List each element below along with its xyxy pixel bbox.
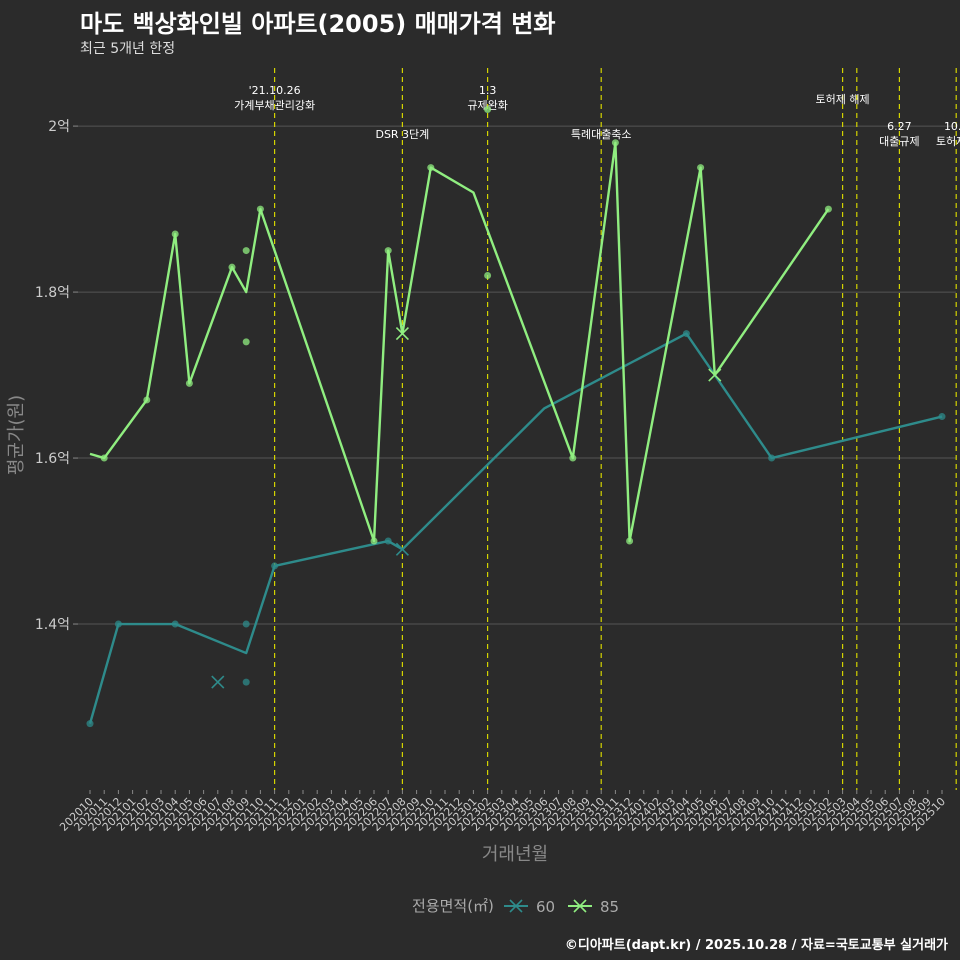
y-axis-title: 평균가(원) <box>6 395 27 475</box>
event-label-6-1: 대출규제 <box>879 135 919 148</box>
series-60-point-1 <box>114 620 122 628</box>
series-85-point-13 <box>569 454 577 462</box>
series-85-point-10 <box>427 164 435 172</box>
x-axis: 2020102020112020122021012021022021032021… <box>57 790 948 834</box>
series-60-point-5 <box>271 562 279 570</box>
series-85-point-12 <box>484 271 492 279</box>
series-60-point-9 <box>938 413 946 421</box>
legend-label: 85 <box>600 898 619 916</box>
y-tick-label-2: 1.8억 <box>35 285 70 301</box>
series-85-point-9 <box>384 247 392 255</box>
legend-item-85: 85 <box>568 898 619 916</box>
grid <box>78 125 956 625</box>
event-label-0-1: 가계부채관리강화 <box>234 99 315 112</box>
series-60-point-3 <box>242 620 250 628</box>
event-label-7-1: 토허제확 <box>936 135 960 148</box>
legend-swatch-cross-b <box>509 899 523 913</box>
series-60-point-0 <box>86 720 94 728</box>
series-60-point-7 <box>682 330 690 338</box>
series-85-point-3 <box>185 379 193 387</box>
series-85-point-8 <box>370 537 378 545</box>
series-85-point-17 <box>824 205 832 213</box>
series-85-point-2 <box>171 230 179 238</box>
y-tick-label-0: 1.4억 <box>35 617 70 633</box>
event-label-2-1: 규제완화 <box>467 99 507 112</box>
y-tick-label-1: 1.6억 <box>35 451 70 467</box>
series-60-cross-1 <box>395 542 409 556</box>
legend: 전용면적(㎡) 60 85 <box>412 897 619 916</box>
event-label-1-0: DSR 3단계 <box>375 128 429 141</box>
series-85-point-7 <box>256 205 264 213</box>
chart-title: 마도 백상화인빌 아파트(2005) 매매가격 변화 <box>80 10 556 38</box>
cross-stroke-b <box>708 368 722 382</box>
y-tick-label-3: 2억 <box>48 119 70 135</box>
series-60-point-2 <box>171 620 179 628</box>
series-85-point-0 <box>100 454 108 462</box>
series-85-point-1 <box>143 396 151 404</box>
event-label-7-0: 10.1 <box>944 120 960 133</box>
chart-subtitle: 최근 5개년 한정 <box>80 41 176 57</box>
legend-title: 전용면적(㎡) <box>412 897 494 915</box>
series-85-line <box>89 141 830 543</box>
event-label-3-0: 특례대출축소 <box>571 128 632 141</box>
event-label-4-0: 토허제 해제 <box>816 92 870 106</box>
series-60-point-8 <box>768 454 776 462</box>
series-85-point-14 <box>611 139 619 147</box>
cross-stroke-b <box>395 542 409 556</box>
series-85-point-16 <box>697 164 705 172</box>
y-axis: 1.4억 1.6억 1.8억 2억 <box>35 119 78 633</box>
legend-label: 60 <box>536 898 555 916</box>
series-85-cross-1 <box>708 368 722 382</box>
series-85-point-11 <box>484 105 492 113</box>
series-layer <box>86 105 946 728</box>
series-60-point-4 <box>242 678 250 686</box>
event-label-0-0: '21.10.26 <box>249 84 301 97</box>
series-85-cross-0 <box>395 326 409 341</box>
legend-swatch-cross-b <box>573 899 587 913</box>
series-60-line <box>88 332 943 724</box>
x-axis-title: 거래년월 <box>482 844 548 865</box>
footer-credit: ©디아파트(dapt.kr) / 2025.10.28 / 자료=국토교통부 실… <box>564 938 948 953</box>
series-60-point-6 <box>384 537 392 545</box>
series-60-cross-0 <box>211 675 225 689</box>
series-85-point-5 <box>242 247 250 255</box>
series-85-point-4 <box>228 263 236 271</box>
series-85-point-15 <box>626 537 634 545</box>
legend-item-60: 60 <box>504 898 555 916</box>
event-label-6-0: 6.27 <box>887 120 912 133</box>
cross-stroke-b <box>395 326 409 341</box>
event-label-2-0: 1.3 <box>479 84 497 97</box>
series-85-point-6 <box>242 338 250 346</box>
cross-stroke-b <box>211 675 225 689</box>
